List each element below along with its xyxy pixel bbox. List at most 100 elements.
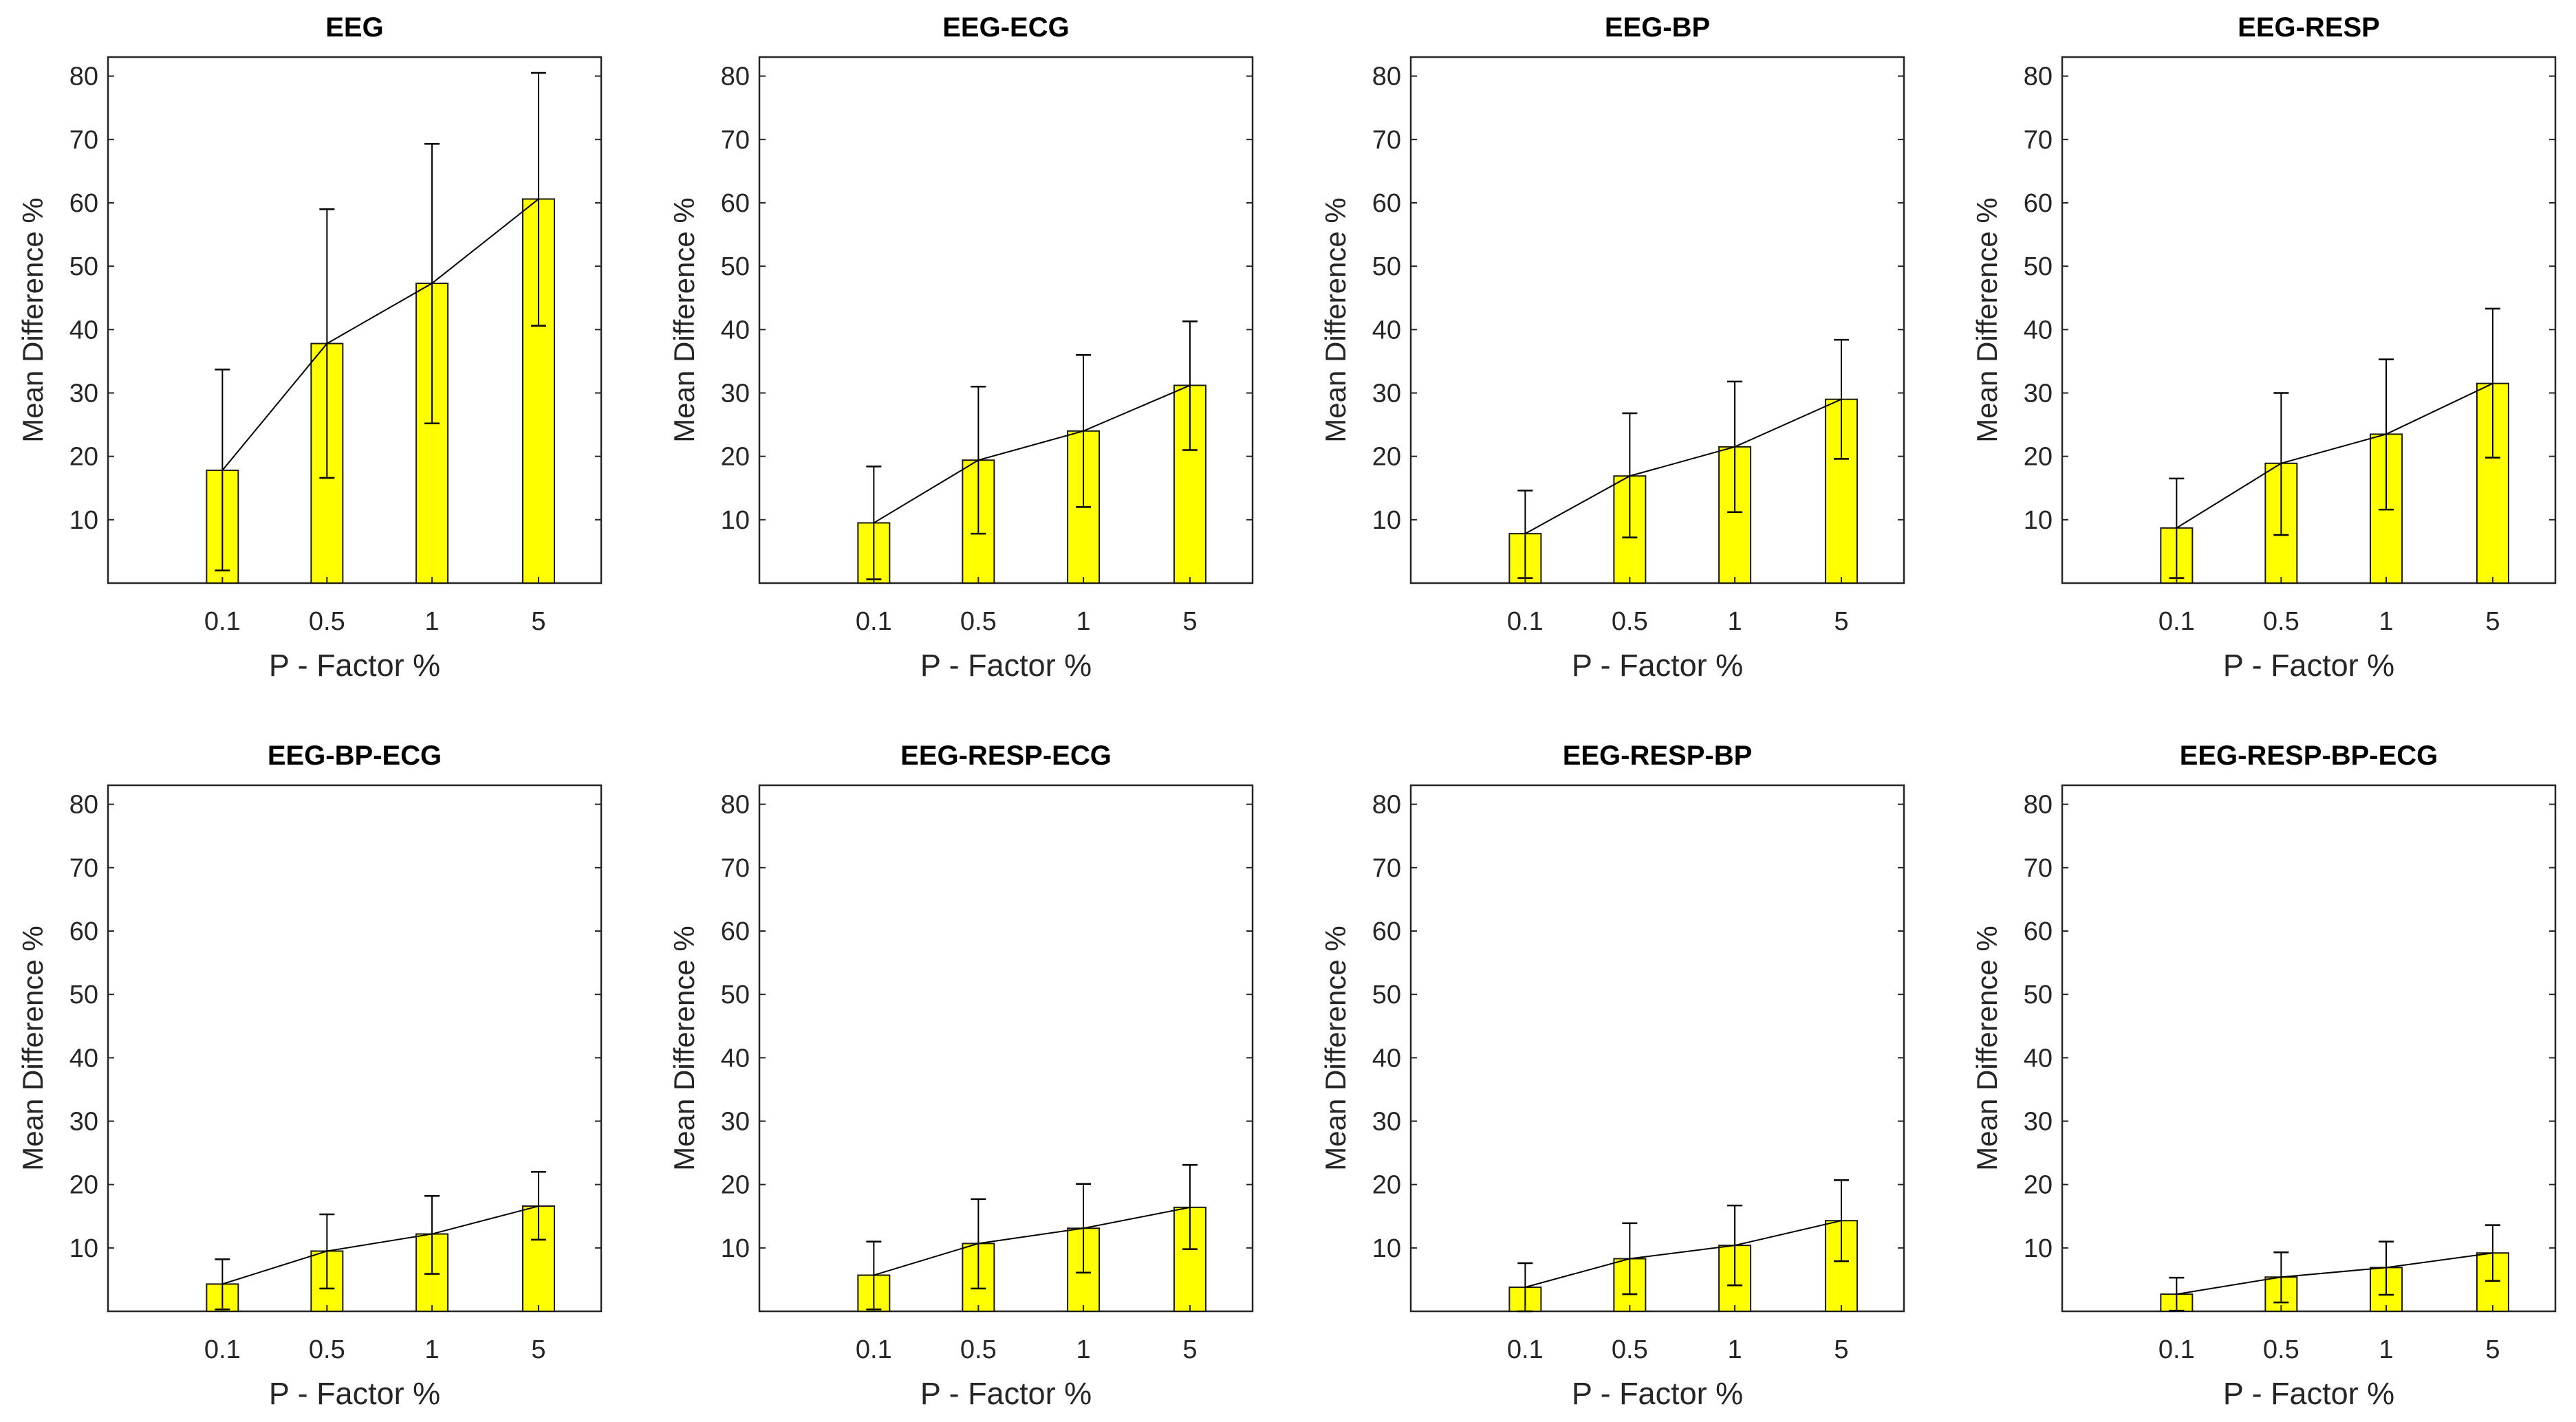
x-tick-label: 0.5 (309, 1335, 345, 1364)
y-tick-label: 40 (69, 1044, 98, 1073)
x-tick-label: 5 (531, 1335, 545, 1364)
x-tick-label: 0.1 (2158, 1335, 2195, 1364)
y-tick-label: 70 (721, 854, 750, 883)
y-tick-label: 70 (2024, 854, 2053, 883)
x-axis-label: P - Factor % (920, 1376, 1092, 1411)
y-tick-label: 70 (721, 126, 750, 155)
subplot-eeg-resp-bp-ecg: EEG-RESP-BP-ECG 10 20 30 40 50 60 70 80 0.1 0.5 1 5 P… (1971, 741, 2557, 1411)
y-tick-label: 30 (2024, 1107, 2053, 1136)
y-axis-label: Mean Difference % (668, 197, 700, 442)
error-bar (2273, 1251, 2289, 1304)
error-bar (1622, 412, 1638, 538)
x-tick-label: 1 (2379, 1335, 2393, 1364)
subplot-title: EEG-RESP-ECG (900, 741, 1112, 771)
y-tick-label: 60 (1372, 189, 1401, 218)
y-tick-label: 80 (721, 791, 750, 820)
y-tick-label: 60 (721, 189, 750, 218)
x-tick-label: 1 (1076, 1335, 1090, 1364)
x-tick-label: 0.1 (204, 607, 241, 636)
y-tick-label: 60 (1372, 917, 1401, 946)
x-axis-label: P - Factor % (269, 1376, 440, 1411)
y-tick-label: 40 (721, 316, 750, 344)
y-tick-label: 10 (1372, 1234, 1401, 1263)
y-axis-label: Mean Difference % (1319, 926, 1352, 1170)
axes-box (2061, 56, 2557, 584)
x-tick-label: 0.5 (309, 607, 345, 636)
y-axis-label: Mean Difference % (668, 926, 700, 1170)
x-tick-label: 0.1 (204, 1335, 241, 1364)
y-tick-label: 60 (2024, 189, 2053, 218)
x-tick-label: 1 (2379, 607, 2393, 636)
y-tick-label: 10 (721, 1234, 750, 1263)
y-tick-label: 30 (721, 379, 750, 408)
y-tick-label: 50 (69, 981, 98, 1009)
y-tick-label: 70 (69, 854, 98, 883)
y-tick-label: 50 (1372, 981, 1401, 1009)
error-bar (424, 1195, 440, 1275)
error-bar (319, 208, 335, 479)
x-tick-label: 1 (1076, 607, 1090, 636)
trend-line (1525, 1220, 1842, 1288)
axes-box (1409, 784, 1905, 1313)
y-tick-label: 40 (2024, 1044, 2053, 1073)
y-tick-label: 20 (1372, 1171, 1401, 1200)
x-tick-label: 5 (2485, 1335, 2500, 1364)
x-tick-label: 0.1 (856, 607, 892, 636)
x-tick-label: 0.1 (2158, 607, 2195, 636)
error-bar (2379, 1240, 2394, 1296)
y-tick-label: 40 (721, 1044, 750, 1073)
error-bar (1727, 380, 1743, 514)
y-tick-label: 30 (2024, 379, 2053, 408)
y-tick-label: 80 (1372, 791, 1401, 820)
trend-line (2176, 1252, 2493, 1295)
subplot-eeg-resp-ecg: EEG-RESP-ECG 10 20 30 40 50 60 70 80 0.1 0.5 1 5 P - … (668, 741, 1254, 1411)
y-tick-label: 20 (69, 443, 98, 472)
y-tick-label: 30 (1372, 379, 1401, 408)
error-bar (2379, 358, 2394, 511)
error-bar (1182, 320, 1198, 451)
x-tick-label: 5 (1182, 607, 1197, 636)
y-tick-label: 30 (69, 1107, 98, 1136)
y-tick-label: 70 (69, 126, 98, 155)
y-tick-label: 10 (2024, 1234, 2053, 1263)
subplot-title: EEG-BP (1605, 12, 1710, 43)
error-bar (1182, 1163, 1198, 1250)
x-tick-label: 0.1 (856, 1335, 892, 1364)
subplot-title: EEG-RESP-BP (1563, 741, 1753, 771)
y-tick-label: 80 (2024, 63, 2053, 91)
x-axis-label: P - Factor % (2223, 1376, 2394, 1411)
y-tick-label: 60 (69, 917, 98, 946)
axes-box (1409, 56, 1905, 584)
subplot-eeg-bp-ecg: EEG-BP-ECG 10 20 30 40 50 60 70 80 0.1 0.5 1 5 P - Fa… (17, 741, 603, 1411)
y-tick-label: 20 (721, 443, 750, 472)
error-bar (530, 1170, 546, 1241)
y-tick-label: 20 (69, 1171, 98, 1200)
axes-box (758, 784, 1254, 1313)
y-tick-label: 60 (721, 917, 750, 946)
y-tick-label: 40 (1372, 1044, 1401, 1073)
y-tick-label: 80 (2024, 791, 2053, 820)
y-tick-label: 50 (1372, 252, 1401, 281)
error-bar (1076, 1183, 1092, 1274)
y-axis-label: Mean Difference % (17, 926, 49, 1170)
y-tick-label: 10 (721, 506, 750, 535)
error-bar (971, 386, 986, 535)
x-tick-label: 0.1 (1507, 607, 1544, 636)
subplot-title: EEG-RESP-BP-ECG (2180, 741, 2438, 771)
x-tick-label: 1 (1727, 1335, 1742, 1364)
x-tick-label: 1 (1727, 607, 1742, 636)
x-axis-label: P - Factor % (1572, 648, 1743, 683)
y-tick-label: 40 (69, 316, 98, 344)
x-tick-label: 5 (531, 607, 545, 636)
x-tick-label: 5 (2485, 607, 2500, 636)
subplot-eeg-bp: EEG-BP 10 20 30 40 50 60 70 80 0.1 0.5 1 5 P - Factor… (1319, 12, 1905, 683)
x-tick-label: 0.5 (960, 1335, 997, 1364)
x-tick-label: 0.5 (2263, 1335, 2299, 1364)
subplot-eeg-resp-bp: EEG-RESP-BP 10 20 30 40 50 60 70 80 0.1 0.5 1 5 P - F… (1319, 741, 1905, 1411)
trend-line (222, 1205, 539, 1285)
error-bar (2273, 392, 2289, 536)
subplot-eeg: EEG 10 20 30 40 50 60 70 80 0.1 0.5 1 5 P - Factor % M… (17, 12, 603, 683)
y-tick-label: 80 (1372, 63, 1401, 91)
y-axis-label: Mean Difference % (17, 197, 49, 442)
